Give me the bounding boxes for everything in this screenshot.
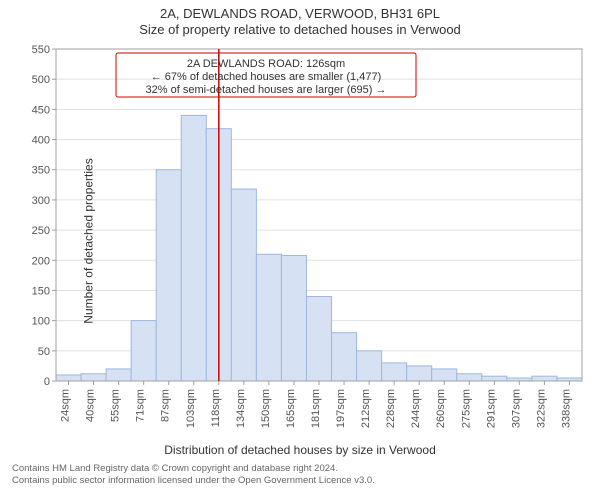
svg-text:200: 200: [32, 255, 50, 267]
svg-text:134sqm: 134sqm: [235, 389, 247, 428]
svg-text:32% of semi-detached houses ar: 32% of semi-detached houses are larger (…: [146, 84, 387, 96]
svg-text:212sqm: 212sqm: [360, 389, 372, 428]
svg-text:55sqm: 55sqm: [110, 389, 122, 422]
svg-text:103sqm: 103sqm: [185, 389, 197, 428]
chart-container: 2A, DEWLANDS ROAD, VERWOOD, BH31 6PL Siz…: [0, 0, 600, 500]
attribution-line-2: Contains public sector information licen…: [12, 475, 592, 487]
svg-text:197sqm: 197sqm: [335, 389, 347, 428]
svg-text:2A DEWLANDS ROAD: 126sqm: 2A DEWLANDS ROAD: 126sqm: [187, 58, 345, 70]
svg-text:300: 300: [32, 195, 50, 207]
svg-text:150: 150: [32, 285, 50, 297]
svg-text:50: 50: [38, 346, 50, 358]
svg-text:250: 250: [32, 225, 50, 237]
svg-text:400: 400: [32, 135, 50, 147]
svg-text:244sqm: 244sqm: [410, 389, 422, 428]
svg-text:118sqm: 118sqm: [210, 389, 222, 427]
svg-text:550: 550: [32, 44, 50, 56]
svg-text:322sqm: 322sqm: [535, 389, 547, 428]
svg-text:275sqm: 275sqm: [460, 389, 472, 428]
svg-text:87sqm: 87sqm: [160, 389, 172, 422]
svg-text:165sqm: 165sqm: [285, 389, 297, 428]
svg-text:228sqm: 228sqm: [385, 389, 397, 428]
x-axis-label: Distribution of detached houses by size …: [8, 443, 592, 457]
svg-text:260sqm: 260sqm: [435, 389, 447, 428]
svg-text:24sqm: 24sqm: [60, 389, 72, 422]
svg-text:0: 0: [44, 376, 50, 388]
y-axis-label: Number of detached properties: [82, 158, 96, 323]
svg-text:40sqm: 40sqm: [85, 389, 97, 422]
svg-text:307sqm: 307sqm: [510, 389, 522, 428]
svg-text:291sqm: 291sqm: [485, 389, 497, 428]
svg-text:150sqm: 150sqm: [260, 389, 272, 428]
chart-title-main: 2A, DEWLANDS ROAD, VERWOOD, BH31 6PL: [8, 6, 592, 21]
svg-text:71sqm: 71sqm: [135, 389, 147, 422]
plot-area: Number of detached properties 0 50 100 150 2…: [8, 41, 592, 441]
svg-text:← 67% of detached houses are s: ← 67% of detached houses are smaller (1,…: [151, 71, 382, 83]
svg-text:350: 350: [32, 165, 50, 177]
chart-title-sub: Size of property relative to detached ho…: [8, 22, 592, 37]
svg-text:500: 500: [32, 74, 50, 86]
attribution-line-1: Contains HM Land Registry data © Crown c…: [12, 463, 592, 475]
svg-text:450: 450: [32, 104, 50, 116]
attribution-text: Contains HM Land Registry data © Crown c…: [8, 463, 592, 487]
svg-text:181sqm: 181sqm: [310, 389, 322, 428]
svg-text:100: 100: [32, 316, 50, 328]
svg-text:338sqm: 338sqm: [560, 389, 572, 428]
